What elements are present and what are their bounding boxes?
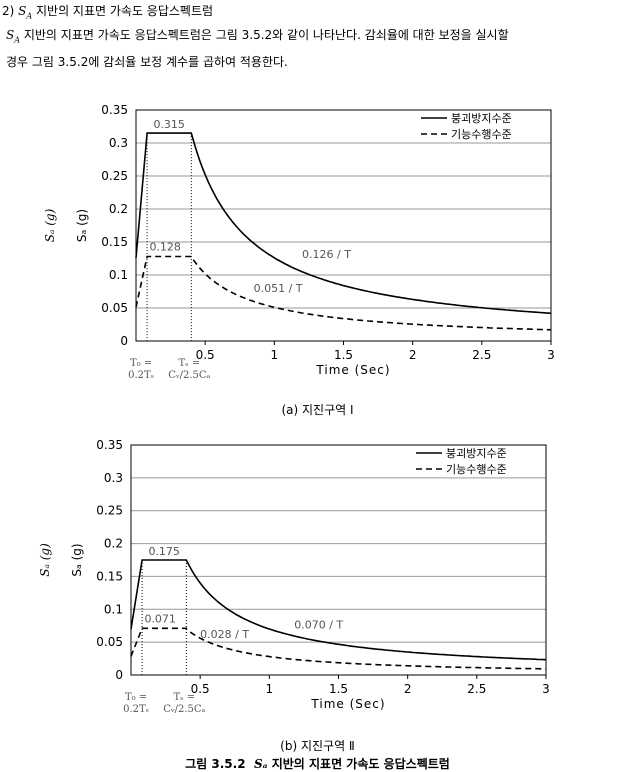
x-tick-label: 1 — [271, 348, 279, 362]
decay-label-1: 0.070 / T — [294, 618, 343, 631]
y-tick-label: 0.15 — [96, 569, 123, 583]
section-heading: 2) SA 지반의 지표면 가속도 응답스펙트럼 — [2, 2, 213, 20]
y-tick-label: 0.25 — [101, 169, 128, 183]
series-line-1 — [130, 559, 547, 661]
plot-frame — [130, 444, 547, 676]
chart-zone-1: 0 0.05 0.1 0.15 0.2 0.25 0.3 0.35 0.5 1 1.5 2 2.5 3 Ti… — [0, 95, 635, 390]
intro-paragraph: SA 지반의 지표면 가속도 응답스펙트럼은 그림 3.5.2와 같이 나타난다… — [6, 24, 631, 73]
para-line-2: 경우 그림 3.5.2에 감쇠율 보정 계수를 곱하여 적용한다. — [6, 55, 288, 70]
y-tick-label: 0.1 — [109, 268, 128, 282]
chart-zone-2-caption: (b) 지진구역 Ⅱ — [280, 739, 355, 753]
para-symbol: SA — [6, 28, 21, 45]
y-axis-label-italic: Sₐ (g) — [43, 208, 57, 242]
x-tick-label: 1.5 — [329, 682, 348, 696]
x-tick-label: 2.5 — [467, 682, 486, 696]
y-axis-label: Sₐ (g) — [70, 543, 84, 576]
y-tick-label: 0.2 — [109, 202, 128, 216]
y-tick-label: 0 — [115, 668, 123, 682]
y-tick-label: 0.3 — [109, 136, 128, 150]
ts-label-line-2: Cᵥ/2.5Cₐ — [168, 370, 210, 381]
x-tick-label: 0.5 — [196, 348, 215, 362]
y-axis-label-italic: Sₐ (g) — [38, 543, 52, 577]
chart-zone-1-svg: 0 0.05 0.1 0.15 0.2 0.25 0.3 0.35 0.5 1 1.5 2 2.5 3 Ti… — [43, 103, 555, 381]
y-tick-label: 0.25 — [96, 504, 123, 518]
plateau-label-1: 0.175 — [148, 545, 180, 558]
y-tick-label: 0.15 — [101, 235, 128, 249]
x-tick-label: 2.5 — [472, 348, 491, 362]
plateau-label-2: 0.071 — [144, 612, 176, 625]
section-number: 2) — [2, 4, 15, 18]
figure-caption: 그림 3.5.2 Sₐ 지반의 지표면 가속도 응답스펙트럼 — [185, 757, 450, 771]
x-axis-label: Time (Sec) — [310, 697, 385, 711]
y-tick-label: 0.3 — [104, 471, 123, 485]
t0-label-line-1: T₀ = — [130, 358, 152, 369]
section-title: 지반의 지표면 가속도 응답스펙트럼 — [36, 4, 214, 18]
para-line-1: 지반의 지표면 가속도 응답스펙트럼은 그림 3.5.2와 같이 나타난다. 감… — [23, 28, 509, 42]
t0-label-line-2: 0.2Tₛ — [123, 704, 149, 715]
plateau-label-2: 0.128 — [149, 241, 181, 254]
x-tick-label: 3 — [547, 348, 555, 362]
ts-label-line-2: Cᵥ/2.5Cₐ — [163, 704, 205, 715]
y-tick-label: 0.35 — [101, 103, 128, 117]
x-tick-label: 2 — [404, 682, 412, 696]
legend-label-2: 기능수행수준 — [451, 128, 512, 141]
legend-label-1: 붕괴방지수준 — [451, 112, 512, 125]
decay-label-1: 0.126 / T — [302, 248, 351, 261]
t0-label-line-1: T₀ = — [125, 692, 147, 703]
y-tick-label: 0.35 — [96, 438, 123, 452]
t0-label-line-2: 0.2Tₛ — [128, 370, 154, 381]
series-line-2 — [135, 255, 552, 331]
y-tick-label: 0.05 — [101, 301, 128, 315]
ts-label-line-1: Tₛ = — [179, 358, 201, 369]
x-tick-label: 1.5 — [334, 348, 353, 362]
legend-label-2: 기능수행수준 — [446, 463, 507, 476]
x-axis-label: Time (Sec) — [315, 363, 390, 377]
x-tick-label: 2 — [409, 348, 417, 362]
x-tick-label: 1 — [266, 682, 274, 696]
y-axis-label: Sₐ (g) — [75, 209, 89, 242]
x-tick-label: 0.5 — [191, 682, 210, 696]
x-tick-label: 3 — [542, 682, 550, 696]
plateau-label-1: 0.315 — [153, 118, 185, 131]
section-symbol: SA — [18, 4, 33, 21]
y-tick-label: 0.1 — [104, 602, 123, 616]
decay-label-2: 0.028 / T — [200, 628, 249, 641]
y-tick-label: 0.05 — [96, 635, 123, 649]
ts-label-line-1: Tₛ = — [174, 692, 196, 703]
legend-label-1: 붕괴방지수준 — [446, 447, 507, 460]
series-line-2 — [130, 627, 547, 670]
y-tick-label: 0 — [120, 334, 128, 348]
y-tick-label: 0.2 — [104, 537, 123, 551]
chart-zone-2-svg: 0 0.05 0.1 0.15 0.2 0.25 0.3 0.35 0.5 1 1.5 2 2.5 3 Ti… — [38, 438, 550, 715]
plot-frame — [135, 109, 552, 342]
series-line-1 — [135, 132, 552, 315]
decay-label-2: 0.051 / T — [254, 282, 303, 295]
chart-zone-2: 0 0.05 0.1 0.15 0.2 0.25 0.3 0.35 0.5 1 1.5 2 2.5 3 Ti… — [0, 430, 635, 720]
chart-zone-1-caption: (a) 지진구역 Ⅰ — [281, 403, 354, 417]
